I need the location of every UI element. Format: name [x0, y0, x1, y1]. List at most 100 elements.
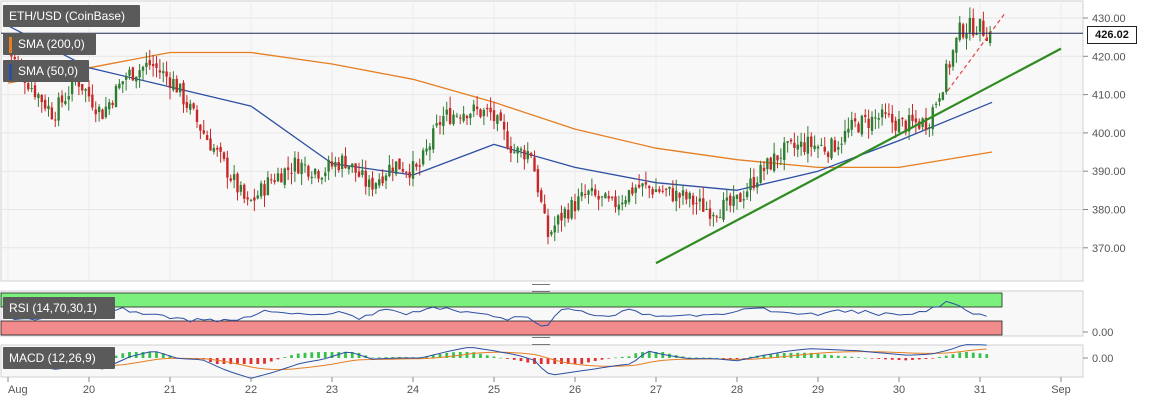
candles [6, 7, 992, 245]
legend-macd[interactable]: MACD (12,26,9) [3, 347, 115, 369]
candle-body-124 [425, 148, 428, 152]
macd-hist-bar [735, 358, 739, 360]
candle-body-183 [624, 200, 627, 205]
candle-body-184 [627, 190, 631, 203]
candle-body-14 [54, 119, 57, 121]
macd-tick-label: 0.00 [1092, 353, 1113, 365]
candle-body-105 [361, 170, 364, 175]
candle-body-172 [587, 190, 590, 195]
candle-body-140 [479, 109, 482, 117]
candle-body-228 [776, 155, 779, 161]
candle-body-89 [307, 165, 310, 177]
candle-body-24 [87, 86, 91, 97]
candle-body-237 [806, 136, 810, 154]
candle-body-224 [762, 167, 766, 171]
macd-hist-bar [296, 353, 300, 358]
macd-hist-bar [904, 358, 908, 361]
candle-body-260 [884, 112, 887, 114]
y-tick-label-6: 370.00 [1092, 243, 1126, 255]
macd-hist-bar [276, 358, 280, 360]
candle-body-106 [364, 170, 367, 187]
candle-body-63 [219, 146, 222, 152]
candle-body-244 [830, 138, 833, 159]
candle-body-78 [270, 179, 273, 181]
candle-body-44 [155, 63, 158, 68]
candle-body-155 [529, 153, 533, 157]
rsi-panel-resize-handle[interactable] [532, 284, 550, 292]
candle-body-88 [303, 164, 307, 166]
candle-body-132 [452, 114, 455, 125]
macd-panel-resize-handle[interactable] [532, 337, 550, 345]
macd-signal-line [7, 348, 987, 371]
candle-body-290 [985, 37, 988, 42]
candle-body-210 [715, 216, 718, 218]
macd-hist-bar [438, 353, 442, 358]
candle-body-62 [216, 147, 219, 150]
candle-body-75 [259, 183, 263, 197]
macd-hist-bar [647, 352, 651, 358]
candle-body-114 [391, 167, 394, 172]
candle-body-233 [793, 142, 796, 148]
macd-hist-bar [323, 352, 327, 358]
macd-hist-bar [398, 356, 401, 358]
candle-body-208 [708, 208, 712, 219]
macd-hist-bar [128, 352, 131, 358]
candle-body-166 [567, 209, 570, 219]
macd-hist-bar [236, 358, 239, 364]
candle-body-207 [705, 208, 708, 210]
candle-body-205 [698, 198, 702, 202]
candle-body-249 [847, 128, 850, 133]
macd-hist-bar [850, 356, 854, 358]
candle-body-80 [276, 173, 280, 182]
candle-body-251 [853, 118, 857, 122]
candle-body-82 [283, 168, 286, 185]
macd-hist-bar [161, 353, 165, 358]
candle-body-100 [344, 155, 347, 169]
candle-body-141 [482, 110, 486, 117]
macd-hist-bar [890, 358, 894, 360]
legend-symbol[interactable]: ETH/USD (CoinBase) [3, 5, 140, 27]
candle-body-110 [378, 179, 381, 186]
candle-body-204 [695, 202, 698, 204]
macd-hist-bar [472, 352, 476, 358]
candle-body-176 [600, 196, 604, 198]
candle-body-58 [202, 130, 205, 134]
candle-body-45 [158, 70, 162, 73]
candle-body-135 [462, 113, 465, 121]
candle-body-255 [867, 118, 870, 129]
candle-body-96 [330, 161, 334, 167]
legend-sma50[interactable]: SMA (50,0) [3, 60, 89, 82]
macd-hist-bar [384, 357, 388, 358]
candle-body-217 [739, 193, 742, 203]
candle-body-116 [398, 158, 401, 170]
legend-symbol-text: ETH/USD (CoinBase) [9, 9, 126, 23]
candle-body-103 [354, 163, 357, 173]
candle-body-67 [232, 174, 236, 181]
candle-body-266 [904, 120, 907, 133]
legend-rsi-text: RSI (14,70,30,1) [9, 301, 98, 315]
y-tick-label-2: 410.00 [1092, 90, 1126, 102]
macd-hist-bar [836, 355, 840, 358]
candle-body-11 [43, 99, 47, 109]
candle-body-213 [725, 197, 729, 201]
candle-body-277 [941, 92, 945, 100]
candle-body-61 [212, 147, 216, 152]
candle-body-142 [486, 107, 489, 110]
macd-hist-bar [931, 358, 935, 359]
legend-rsi[interactable]: RSI (14,70,30,1) [3, 297, 115, 319]
candle-body-190 [648, 186, 651, 189]
macd-hist-bar [573, 358, 577, 364]
macd-hist-bar [506, 358, 509, 359]
candle-body-158 [540, 190, 543, 202]
candle-body-128 [438, 122, 442, 126]
candle-body-79 [273, 180, 276, 183]
candle-body-22 [81, 84, 84, 91]
candle-body-32 [114, 85, 118, 108]
macd-hist-bar [688, 357, 692, 358]
macd-hist-bar [526, 358, 530, 363]
legend-sma200[interactable]: SMA (200,0) [3, 33, 96, 55]
candle-body-93 [320, 177, 324, 180]
candle-body-64 [222, 152, 226, 159]
macd-hist-bar [917, 358, 921, 360]
